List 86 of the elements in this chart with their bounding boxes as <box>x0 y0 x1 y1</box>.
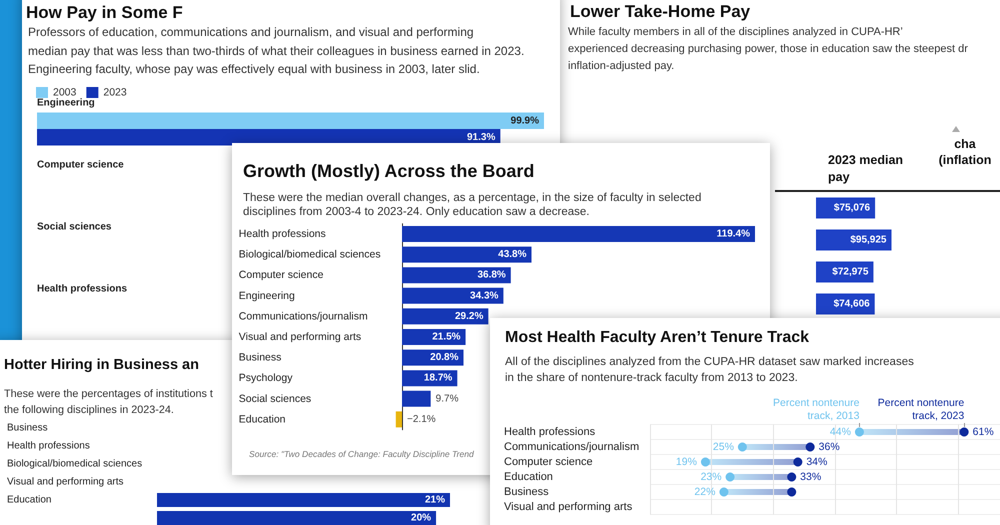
series-label: Percent nontenure track, 2023 <box>876 397 964 423</box>
y-tick-label: Biological/biomedical sciences <box>238 248 381 261</box>
point <box>787 488 796 496</box>
y-tick-label: Health professions <box>37 284 128 294</box>
data-label: 21% <box>424 494 446 506</box>
point <box>793 458 802 466</box>
data-label: 36% <box>818 441 840 453</box>
y-tick-label: Communications/journalism <box>238 310 368 322</box>
y-tick-label: Computer science <box>504 456 593 468</box>
data-label: $72,975 <box>832 266 869 278</box>
y-tick-label: Health professions <box>504 426 596 438</box>
chart-subtitle: Professors of education, communications and journalism, and visual and performing median pay that was less than two-thirds of what their colleagues in business earned in 2023. Engineering faculty, whose pay was effectively equal with business in 2003, later slid. <box>28 24 524 78</box>
y-tick-label: Biological/biomedical sciences <box>7 458 142 470</box>
point <box>738 442 747 452</box>
bar <box>402 390 431 407</box>
bar <box>402 288 504 304</box>
chart-subtitle: These were the median overall changes, as a percentage, in the size of faculty in selected disciplines from 2003-4 to 2023-24. Only education saw a decrease. <box>243 191 702 219</box>
bar <box>402 226 755 242</box>
y-tick-label: Education <box>238 413 286 426</box>
y-tick-label: Health professions <box>238 228 326 240</box>
data-label: 23% <box>700 471 722 483</box>
text: Lower Take-Home Pay <box>570 1 750 23</box>
series-label: Percent nontenure track, 2013 <box>772 397 860 423</box>
data-label: 20% <box>411 512 432 524</box>
y-tick-label: Psychology <box>238 372 294 384</box>
data-label: $95,925 <box>850 234 887 246</box>
bar <box>402 267 511 284</box>
chart-title: Hotter Hiring in Business an <box>4 356 199 375</box>
chart-title: Growth (Mostly) Across the Board <box>243 160 534 182</box>
point <box>787 472 796 482</box>
y-tick-label: Engineering <box>238 290 295 302</box>
y-tick-label: Education <box>504 471 553 483</box>
data-label: −2.1% <box>407 414 436 425</box>
y-tick-label: Visual and performing arts <box>238 331 362 343</box>
data-label: $75,076 <box>834 202 871 214</box>
point <box>700 458 710 466</box>
text: cha (inflation <box>938 136 992 168</box>
data-label: $74,606 <box>834 298 870 310</box>
y-tick-label: Communications/journalism <box>504 441 640 453</box>
bar <box>402 246 532 263</box>
point <box>806 442 815 452</box>
legend-label: 2003 <box>53 86 77 98</box>
y-tick-label: Engineering <box>37 98 95 108</box>
data-label: 36.8% <box>477 270 506 281</box>
annotation: Source: "Two Decades of Change: Faculty Discipline Trend <box>249 448 474 460</box>
point <box>854 428 864 436</box>
data-label: 34.3% <box>470 290 499 302</box>
chart-subtitle: While faculty members in all of the disciplines analyzed in CUPA-HR’ experienced decreasing purchasing power, those in education saw the steepest dr inflation-adjusted pay. <box>568 25 968 74</box>
x-axis-title: 2023 median pay <box>828 152 904 186</box>
data-label: 21.5% <box>432 332 461 342</box>
data-label: 9.7% <box>436 393 459 404</box>
data-label: 44% <box>830 426 851 438</box>
legend-label: 2023 <box>103 86 127 98</box>
y-tick-label: Social sciences <box>37 222 112 232</box>
chart-title: Most Health Faculty Aren’t Tenure Track <box>505 328 810 348</box>
data-label: 43.8% <box>498 249 527 260</box>
y-tick-label: Business <box>504 486 550 498</box>
point <box>960 428 969 436</box>
y-tick-label: Education <box>7 494 52 506</box>
y-tick-label: Business <box>7 422 48 434</box>
point <box>719 488 728 496</box>
y-tick-label: Computer science <box>37 160 124 170</box>
data-label: 18.7% <box>424 372 452 384</box>
data-label: 91.3% <box>466 132 496 143</box>
data-label: 99.9% <box>510 115 540 126</box>
data-label: 33% <box>800 471 822 483</box>
y-tick-label: Visual and performing arts <box>504 501 633 513</box>
data-label: 34% <box>806 456 828 468</box>
chart-subtitle: These were the percentages of institutions t the following disciplines in 2023-24. <box>4 387 213 418</box>
y-tick-label: Visual and performing arts <box>7 476 124 488</box>
data-label: 19% <box>676 456 697 468</box>
data-label: 119.4% <box>716 228 750 240</box>
data-label: 20.8% <box>430 352 459 364</box>
chart-subtitle: All of the disciplines analyzed from the CUPA-HR dataset saw marked increases in the share of nontenure-track faculty from 2013 to 2023. <box>505 355 914 386</box>
point <box>726 472 735 482</box>
bar <box>396 411 402 428</box>
data-label: 61% <box>972 426 994 438</box>
data-label: 29.2% <box>454 310 484 322</box>
data-label: 25% <box>712 441 734 453</box>
y-tick-label: Business <box>238 352 282 364</box>
bar <box>402 308 488 324</box>
chart-title: How Pay in Some F <box>26 2 183 24</box>
y-tick-label: Health professions <box>7 440 90 452</box>
data-label: 22% <box>694 486 716 498</box>
y-tick-label: Computer science <box>238 269 324 282</box>
y-tick-label: Social sciences <box>238 392 312 405</box>
